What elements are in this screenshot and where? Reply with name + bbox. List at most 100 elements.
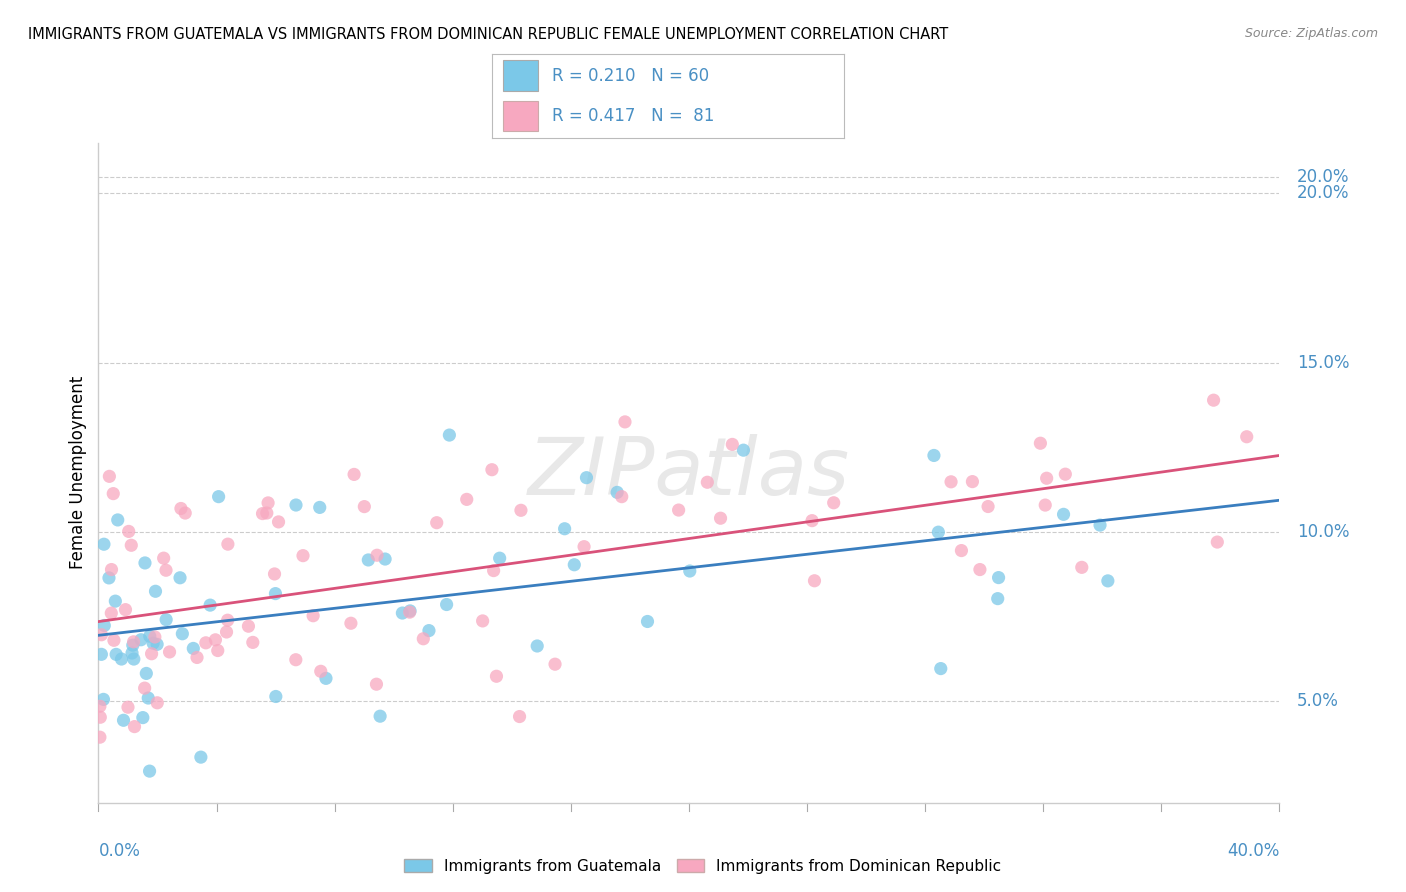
Point — [366, 677, 388, 691]
Point — [120, 538, 142, 552]
Point — [357, 553, 380, 567]
Text: 20.0%: 20.0% — [1298, 185, 1350, 202]
Point — [217, 537, 239, 551]
Point — [309, 665, 332, 679]
Point — [374, 552, 396, 566]
Point — [399, 604, 422, 618]
Point — [1202, 393, 1225, 408]
Point — [146, 637, 169, 651]
Point — [89, 699, 111, 714]
Point — [391, 606, 413, 620]
Point — [456, 492, 478, 507]
Point — [575, 471, 598, 485]
Point — [343, 467, 366, 482]
Point — [90, 648, 112, 662]
Point — [103, 633, 125, 648]
Point — [124, 720, 146, 734]
Point — [509, 709, 531, 723]
FancyBboxPatch shape — [503, 61, 537, 91]
Point — [174, 506, 197, 520]
Point — [118, 524, 141, 539]
Point — [637, 615, 659, 629]
Point — [284, 653, 307, 667]
Point — [969, 563, 991, 577]
Point — [1035, 471, 1057, 485]
Point — [242, 635, 264, 649]
Point — [368, 709, 391, 723]
Point — [308, 500, 330, 515]
Text: 15.0%: 15.0% — [1298, 354, 1350, 372]
Point — [217, 613, 239, 627]
Point — [1054, 467, 1077, 482]
Point — [485, 669, 508, 683]
Point — [610, 490, 633, 504]
Point — [159, 645, 181, 659]
FancyBboxPatch shape — [503, 101, 537, 131]
Point — [1033, 498, 1056, 512]
Point — [107, 513, 129, 527]
Point — [89, 730, 111, 744]
Point — [554, 522, 576, 536]
Point — [922, 449, 945, 463]
Point — [426, 516, 449, 530]
Point — [215, 625, 238, 640]
Point — [132, 710, 155, 724]
Text: 0.0%: 0.0% — [98, 842, 141, 861]
Point — [136, 691, 159, 706]
Point — [110, 652, 132, 666]
Point — [134, 681, 156, 695]
Point — [606, 485, 628, 500]
Point — [155, 613, 177, 627]
Point — [366, 548, 388, 562]
Point — [1206, 535, 1229, 549]
Point — [436, 598, 458, 612]
Text: R = 0.210   N = 60: R = 0.210 N = 60 — [551, 67, 709, 85]
Y-axis label: Female Unemployment: Female Unemployment — [69, 376, 87, 569]
Point — [709, 511, 731, 525]
Point — [987, 571, 1010, 585]
Point — [823, 496, 845, 510]
Point — [122, 635, 145, 649]
Point — [103, 486, 125, 500]
Point — [1236, 430, 1258, 444]
Point — [526, 639, 548, 653]
Point — [93, 537, 115, 551]
Point — [134, 556, 156, 570]
Point — [105, 648, 128, 662]
Point — [801, 514, 824, 528]
Point — [146, 696, 169, 710]
Point — [614, 415, 637, 429]
Point — [100, 606, 122, 620]
Point — [121, 646, 143, 660]
Point — [169, 571, 191, 585]
Point — [572, 540, 595, 554]
Point — [207, 643, 229, 657]
Point — [510, 503, 533, 517]
Point — [152, 551, 174, 566]
Point — [93, 692, 115, 706]
Point — [181, 641, 204, 656]
Point — [256, 506, 278, 520]
Point — [721, 437, 744, 451]
Point — [141, 647, 163, 661]
Point — [142, 636, 165, 650]
Point — [186, 650, 208, 665]
Point — [139, 629, 162, 643]
Point — [190, 750, 212, 764]
Point — [679, 564, 702, 578]
Point — [418, 624, 440, 638]
Point — [93, 618, 115, 632]
Point — [98, 469, 121, 483]
Point — [145, 584, 167, 599]
Point — [696, 475, 718, 490]
Point — [1029, 436, 1052, 450]
Point — [1097, 574, 1119, 588]
Text: 40.0%: 40.0% — [1227, 842, 1279, 861]
Point — [104, 594, 127, 608]
Point — [544, 657, 567, 672]
Text: IMMIGRANTS FROM GUATEMALA VS IMMIGRANTS FROM DOMINICAN REPUBLIC FEMALE UNEMPLOYM: IMMIGRANTS FROM GUATEMALA VS IMMIGRANTS … — [28, 27, 949, 42]
Point — [264, 690, 287, 704]
Point — [285, 498, 308, 512]
Point — [1052, 508, 1074, 522]
Point — [155, 563, 177, 577]
